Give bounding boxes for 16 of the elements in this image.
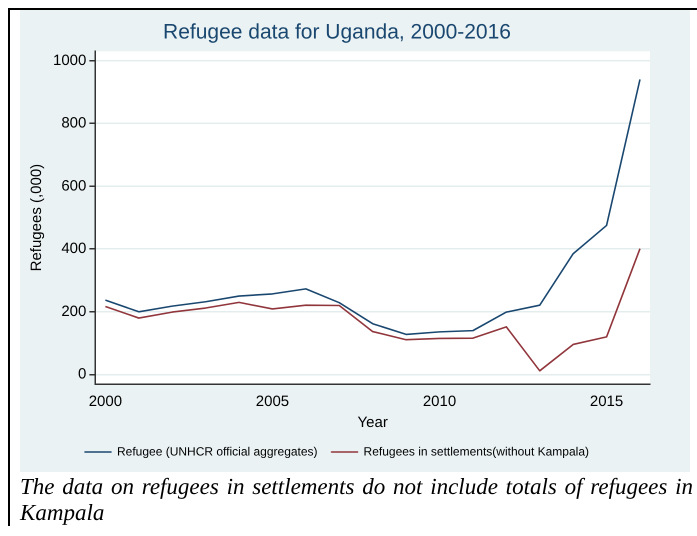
text: The data on refugees in settlements do not include totals of refugees in Kampala (18, 473, 694, 526)
x-axis-title: Year (358, 414, 388, 432)
y-tick-label: 0 (78, 366, 86, 383)
x-tick-label: 2010 (422, 393, 456, 410)
x-tick-label: 2015 (590, 393, 624, 410)
y-tick-label: 600 (61, 177, 86, 194)
y-tick-label: 400 (61, 240, 86, 258)
y-tick-label: 200 (61, 302, 86, 320)
legend-label: Refugees in settlements(without Kampala) (364, 444, 589, 458)
y-tick-label: 800 (61, 114, 86, 132)
y-axis-title: Refugees (,000) (28, 164, 46, 272)
x-tick-label: 2005 (256, 393, 290, 410)
y-tick-label: 1000 (52, 52, 86, 69)
legend-label: Refugee (UNHCR official aggregates) (117, 444, 318, 458)
x-tick-label: 2000 (88, 393, 122, 410)
chart-title: Refugee data for Uganda, 2000-2016 (163, 20, 511, 44)
